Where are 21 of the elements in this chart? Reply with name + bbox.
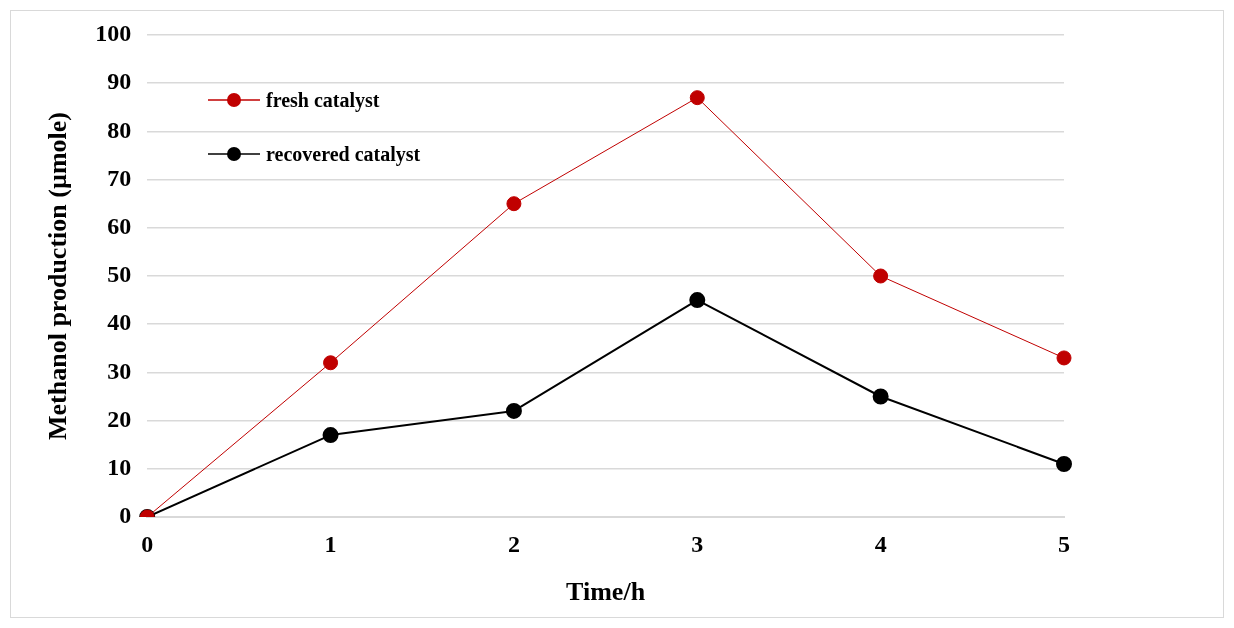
y-tick-label: 90 bbox=[107, 68, 132, 95]
x-tick-label: 0 bbox=[141, 530, 154, 557]
y-tick-label: 0 bbox=[119, 502, 132, 529]
y-tick-label: 60 bbox=[107, 213, 132, 239]
x-tick-label: 3 bbox=[691, 530, 704, 557]
y-axis-title: Methanol production (µmole) bbox=[43, 112, 73, 440]
x-tick-label: 1 bbox=[324, 530, 337, 557]
y-tick-label: 100 bbox=[95, 20, 132, 47]
y-tick-label: 20 bbox=[107, 405, 132, 432]
legend-label: recovered catalyst bbox=[266, 142, 421, 166]
x-axis-title: Time/h bbox=[566, 577, 646, 607]
y-tick-label: 30 bbox=[107, 357, 132, 384]
x-tick-label: 4 bbox=[874, 530, 887, 557]
y-tick-label: 80 bbox=[107, 116, 132, 143]
y-tick-label: 70 bbox=[107, 164, 132, 191]
y-tick-label: 50 bbox=[107, 261, 132, 288]
x-tick-label: 2 bbox=[507, 530, 520, 557]
y-tick-label: 10 bbox=[107, 454, 132, 480]
x-tick-label: 5 bbox=[1058, 530, 1070, 557]
y-tick-label: 40 bbox=[107, 309, 132, 336]
legend-label: fresh catalyst bbox=[266, 88, 380, 112]
